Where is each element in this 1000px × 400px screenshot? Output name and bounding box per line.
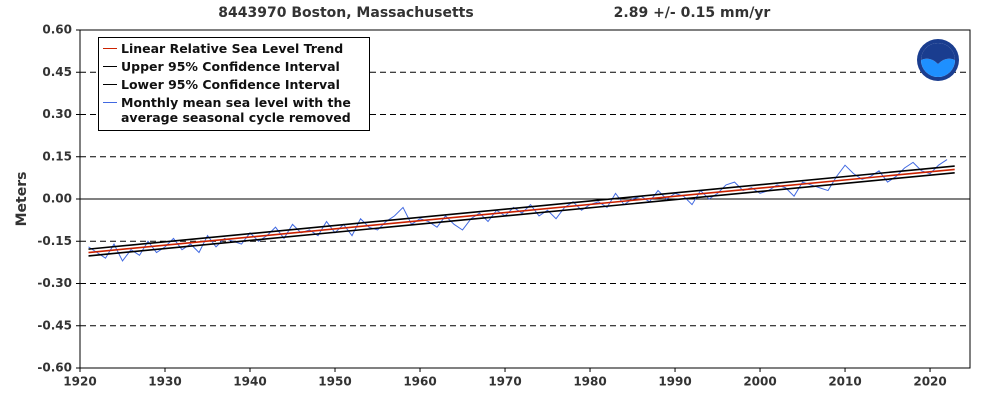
legend-swatch bbox=[103, 84, 117, 85]
x-tick-label: 1980 bbox=[573, 375, 606, 389]
legend-entry: Upper 95% Confidence Interval bbox=[103, 59, 365, 74]
series-line bbox=[88, 172, 955, 257]
plot-area bbox=[80, 71, 970, 327]
y-tick-label: -0.30 bbox=[37, 276, 72, 290]
y-tick-label: 0.00 bbox=[42, 192, 72, 206]
x-tick-label: 1990 bbox=[658, 375, 691, 389]
x-tick-label: 1930 bbox=[148, 375, 181, 389]
x-tick-label: 1920 bbox=[63, 375, 96, 389]
y-tick-label: 0.30 bbox=[42, 107, 72, 121]
y-tick-label: -0.60 bbox=[37, 361, 72, 375]
x-tick-label: 2020 bbox=[913, 375, 946, 389]
legend: Linear Relative Sea Level Trend Upper 95%… bbox=[98, 37, 370, 131]
logo-top bbox=[921, 43, 955, 64]
y-tick-label: -0.45 bbox=[37, 318, 72, 332]
noaa-logo bbox=[917, 39, 959, 81]
x-tick-label: 2000 bbox=[743, 375, 776, 389]
series-line bbox=[88, 159, 948, 262]
legend-label: Lower 95% Confidence Interval bbox=[121, 77, 340, 92]
legend-swatch bbox=[103, 102, 117, 103]
logo-wave bbox=[921, 58, 955, 77]
y-tick-label: 0.45 bbox=[42, 65, 72, 79]
series-line bbox=[88, 168, 955, 254]
legend-swatch bbox=[103, 66, 117, 67]
legend-entry: Lower 95% Confidence Interval bbox=[103, 77, 365, 92]
y-tick-label: -0.15 bbox=[37, 234, 72, 248]
legend-label: Upper 95% Confidence Interval bbox=[121, 59, 340, 74]
chart-subtitle: 2.89 +/- 0.15 mm/yr bbox=[614, 5, 771, 21]
legend-label: Monthly mean sea level with the average … bbox=[121, 95, 351, 125]
x-tick-label: 2010 bbox=[828, 375, 861, 389]
legend-entry: Monthly mean sea level with the average … bbox=[103, 95, 365, 125]
series-line bbox=[88, 165, 955, 250]
x-tick-label: 1970 bbox=[488, 375, 521, 389]
x-tick-label: 1940 bbox=[233, 375, 266, 389]
x-tick-label: 1950 bbox=[318, 375, 351, 389]
y-tick-label: 0.60 bbox=[42, 23, 72, 37]
chart-title: 8443970 Boston, Massachusetts bbox=[218, 5, 473, 21]
legend-entry: Linear Relative Sea Level Trend bbox=[103, 41, 365, 56]
y-tick-label: 0.15 bbox=[42, 149, 72, 163]
y-axis-label: Meters bbox=[14, 172, 30, 227]
legend-label: Linear Relative Sea Level Trend bbox=[121, 41, 344, 56]
legend-swatch bbox=[103, 48, 117, 49]
x-tick-label: 1960 bbox=[403, 375, 436, 389]
